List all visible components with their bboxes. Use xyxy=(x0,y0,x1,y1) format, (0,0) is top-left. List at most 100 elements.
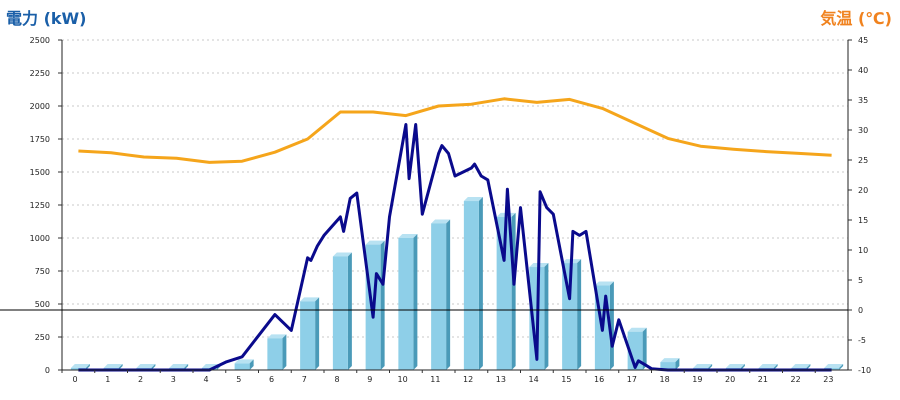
bar xyxy=(660,362,676,370)
bar xyxy=(562,263,578,370)
bar-top xyxy=(725,364,745,368)
bar xyxy=(496,216,512,370)
bar-side xyxy=(839,364,844,370)
bar-side xyxy=(609,281,614,370)
series-lines xyxy=(78,97,832,372)
bar-side xyxy=(282,334,287,370)
y-right-tick-label: 10 xyxy=(858,246,868,255)
y-right-tick-label: 30 xyxy=(858,126,868,135)
y-left-tick-label: 1750 xyxy=(30,135,50,144)
bar xyxy=(267,338,283,370)
x-tick-label: 19 xyxy=(692,375,702,384)
y-right-tick-label: 25 xyxy=(858,156,868,165)
bar-top xyxy=(660,358,680,363)
axes: 02505007501000125015001750200022502500-1… xyxy=(0,36,871,384)
x-tick-label: 11 xyxy=(430,375,440,384)
power-line xyxy=(78,123,832,372)
y-right-tick-label: 35 xyxy=(858,96,868,105)
bar-side xyxy=(413,234,418,370)
x-tick-label: 1 xyxy=(105,375,110,384)
bar-side xyxy=(478,197,483,370)
left-axis-title: 電力 (kW) xyxy=(6,9,87,28)
x-tick-label: 10 xyxy=(398,375,408,384)
y-right-tick-label: 15 xyxy=(858,216,868,225)
bar xyxy=(234,363,250,370)
bar-top xyxy=(824,364,844,368)
y-right-tick-label: 5 xyxy=(858,276,863,285)
bar-side xyxy=(315,297,320,370)
x-tick-label: 3 xyxy=(171,375,176,384)
bar xyxy=(398,238,414,370)
bar xyxy=(431,223,447,370)
y-left-tick-label: 1250 xyxy=(30,201,50,210)
x-tick-label: 14 xyxy=(529,375,539,384)
power-bars xyxy=(70,197,844,370)
x-tick-label: 9 xyxy=(367,375,372,384)
x-tick-label: 7 xyxy=(302,375,307,384)
bar xyxy=(300,301,316,370)
bar-side xyxy=(642,327,647,370)
y-right-tick-label: 20 xyxy=(858,186,868,195)
bar-top xyxy=(234,359,254,364)
bar-side xyxy=(511,212,516,370)
bar-top xyxy=(693,364,713,368)
bar-top xyxy=(267,334,287,339)
x-tick-label: 20 xyxy=(725,375,735,384)
bar-side xyxy=(347,252,352,370)
bar-top xyxy=(594,281,614,286)
y-right-tick-label: 40 xyxy=(858,66,868,75)
y-left-tick-label: 2500 xyxy=(30,36,50,45)
bar-top xyxy=(70,364,90,368)
temperature-line xyxy=(78,97,832,164)
right-axis-title: 気温 (℃) xyxy=(820,9,892,28)
x-tick-label: 8 xyxy=(335,375,340,384)
x-tick-label: 0 xyxy=(73,375,78,384)
bar-side xyxy=(446,219,451,370)
bar xyxy=(824,368,840,370)
bar xyxy=(463,201,479,370)
bar xyxy=(332,256,348,370)
bar-top xyxy=(136,364,156,368)
bar-top xyxy=(627,327,647,332)
bar-side xyxy=(577,259,582,370)
x-tick-label: 17 xyxy=(627,375,637,384)
x-tick-label: 23 xyxy=(823,375,833,384)
bar-top xyxy=(791,364,811,368)
x-tick-label: 16 xyxy=(594,375,604,384)
x-tick-label: 5 xyxy=(236,375,241,384)
x-tick-label: 2 xyxy=(138,375,143,384)
x-tick-label: 12 xyxy=(463,375,473,384)
x-tick-label: 6 xyxy=(269,375,274,384)
bar-top xyxy=(431,219,451,224)
y-left-tick-label: 750 xyxy=(35,267,50,276)
bar-top xyxy=(103,364,123,368)
y-left-tick-label: 500 xyxy=(35,300,50,309)
y-right-tick-label: -10 xyxy=(858,366,871,375)
bar-top xyxy=(300,297,320,302)
y-right-tick-label: 45 xyxy=(858,36,868,45)
bar-side xyxy=(544,263,549,370)
gridlines xyxy=(62,39,848,338)
y-left-tick-label: 2250 xyxy=(30,69,50,78)
bar-top xyxy=(463,197,483,202)
y-left-tick-label: 1000 xyxy=(30,234,50,243)
bar-side xyxy=(675,358,680,370)
x-tick-label: 22 xyxy=(791,375,801,384)
bar xyxy=(70,368,86,370)
bar-top xyxy=(365,240,385,245)
y-right-tick-label: 0 xyxy=(858,306,863,315)
y-left-tick-label: 2000 xyxy=(30,102,50,111)
y-right-tick-label: -5 xyxy=(858,336,866,345)
y-left-tick-label: 250 xyxy=(35,333,50,342)
bar-top xyxy=(169,364,189,368)
y-left-tick-label: 1500 xyxy=(30,168,50,177)
x-tick-label: 21 xyxy=(758,375,768,384)
bar-top xyxy=(332,252,352,257)
x-tick-label: 18 xyxy=(660,375,670,384)
bar-top xyxy=(758,364,778,368)
y-left-tick-label: 0 xyxy=(45,366,50,375)
x-tick-label: 15 xyxy=(561,375,571,384)
bar-top xyxy=(398,234,418,238)
x-tick-label: 4 xyxy=(204,375,209,384)
